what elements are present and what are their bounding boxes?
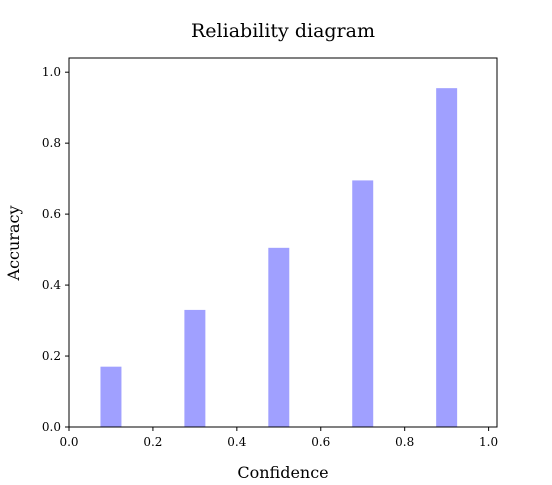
x-tick-label-5: 1.0: [479, 435, 498, 449]
plot-frame: [68, 57, 498, 428]
x-tick-label-2: 0.4: [227, 435, 246, 449]
x-tick-label-1: 0.2: [143, 435, 162, 449]
y-tick-label-2: 0.4: [42, 278, 61, 292]
bars-layer: [100, 88, 458, 427]
bar-2: [184, 309, 206, 427]
x-tick-label-3: 0.6: [311, 435, 330, 449]
y-tick-label-0: 0.0: [42, 420, 61, 434]
bar-4: [352, 180, 374, 427]
y-tick-label-4: 0.8: [42, 136, 61, 150]
bar-3: [268, 247, 290, 427]
y-tick-label-5: 1.0: [42, 65, 61, 79]
ticks-layer: 0.0 0.2 0.4 0.6 0.8 1.0 0.0 0.2 0.4 0.6 0.8 1.0: [42, 65, 498, 449]
x-tick-label-4: 0.8: [395, 435, 414, 449]
y-tick-label-3: 0.6: [42, 207, 61, 221]
chart-title: Reliability diagram: [191, 20, 375, 42]
y-tick-label-1: 0.2: [42, 349, 61, 363]
bar-5: [436, 88, 458, 427]
x-tick-label-0: 0.0: [59, 435, 78, 449]
x-axis-label: Confidence: [237, 463, 328, 480]
bar-1: [100, 366, 122, 427]
y-axis-label: Accuracy: [4, 206, 23, 282]
